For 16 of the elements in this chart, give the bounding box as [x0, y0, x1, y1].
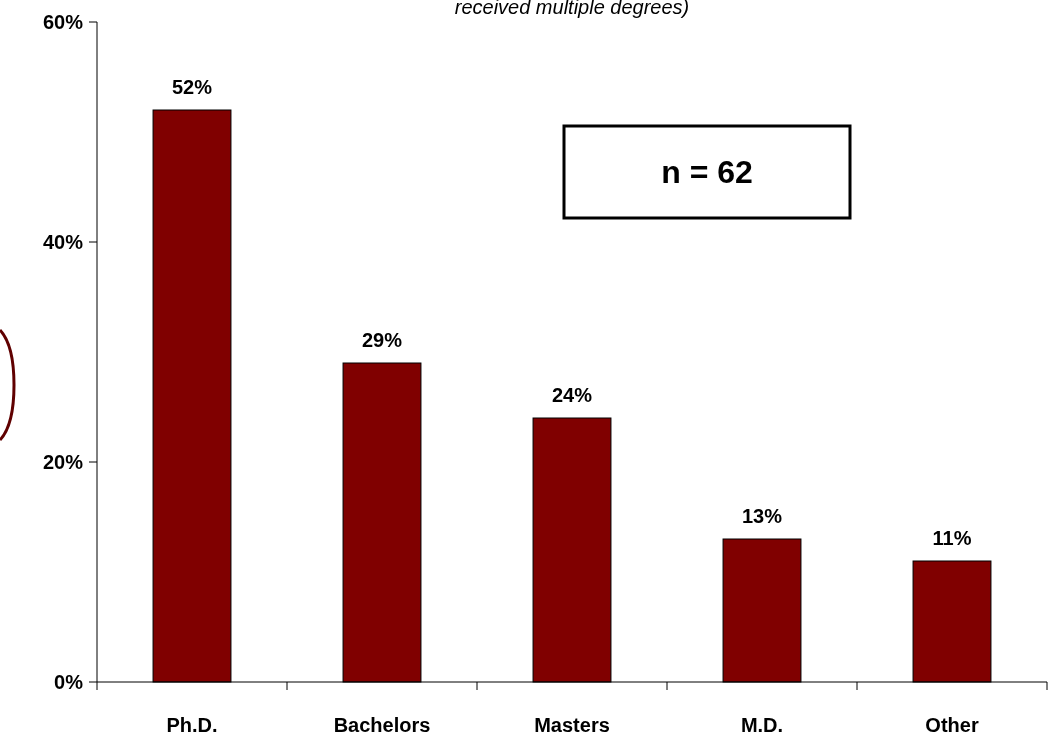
annotation: n = 62: [661, 154, 753, 191]
x-tick-label: M.D.: [740, 714, 784, 736]
data-label: 24%: [551, 384, 593, 406]
x-tick-label: Ph.D.: [166, 714, 218, 736]
data-label: 29%: [361, 329, 403, 351]
y-tick-label: 20%: [42, 451, 84, 473]
y-tick-label: 0%: [54, 671, 84, 693]
x-tick-label: Other: [925, 714, 979, 736]
chart-subtitle: received multiple degrees): [454, 0, 690, 18]
data-label: 11%: [932, 527, 972, 549]
data-label: 52%: [171, 76, 213, 98]
data-label: 13%: [741, 505, 783, 527]
x-tick-label: Bachelors: [333, 714, 431, 736]
y-tick-label: 40%: [42, 231, 84, 253]
y-tick-label: 60%: [42, 11, 84, 33]
x-tick-label: Masters: [534, 714, 610, 736]
